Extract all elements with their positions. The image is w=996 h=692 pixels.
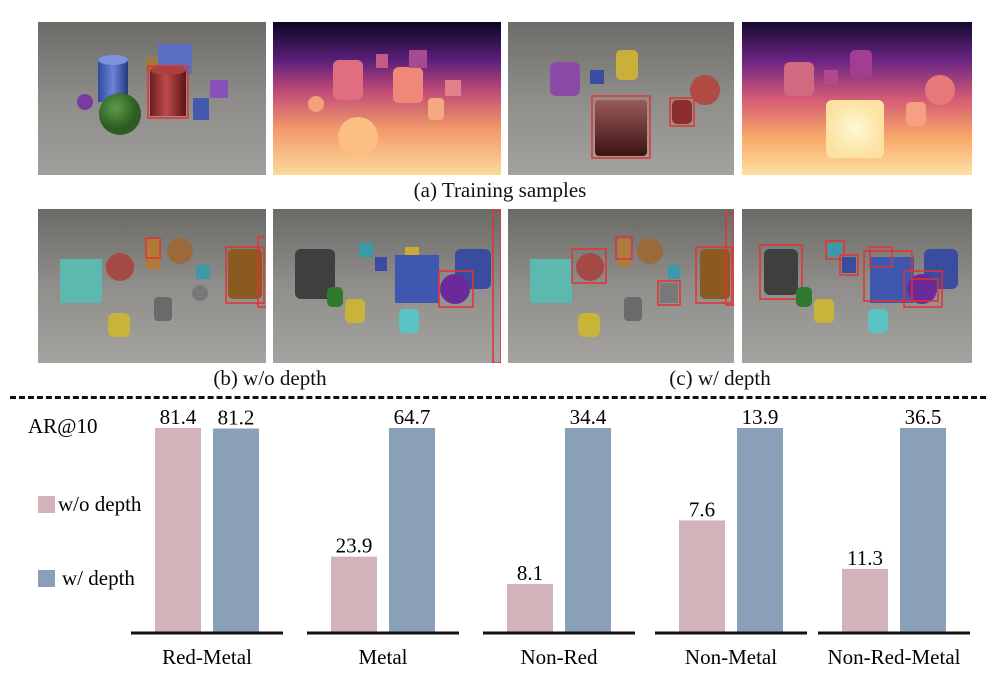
bar-value-label: 81.4 bbox=[160, 405, 197, 429]
category-label: Non-Red-Metal bbox=[828, 645, 961, 669]
bar-groups: 81.4 81.2 Red-Metal 23.9 64.7 Metal 8.1 34.4 Non… bbox=[131, 405, 970, 669]
bar-group-non-red: 8.1 34.4 Non-Red bbox=[483, 405, 635, 669]
bar-with-depth bbox=[565, 428, 611, 632]
bar-with-depth bbox=[900, 428, 946, 632]
prediction-w-depth-1 bbox=[508, 209, 734, 363]
training-depth-1-render bbox=[273, 22, 501, 175]
legend-swatch-without-depth bbox=[38, 496, 55, 513]
category-label: Metal bbox=[359, 645, 408, 669]
legend-label-with-depth: w/ depth bbox=[62, 566, 135, 590]
training-depth-2-render bbox=[742, 22, 972, 175]
training-depth-1 bbox=[273, 22, 501, 175]
category-label: Red-Metal bbox=[162, 645, 252, 669]
training-rgb-2 bbox=[508, 22, 734, 175]
bar-value-label: 13.9 bbox=[742, 405, 779, 429]
bar-value-label: 7.6 bbox=[689, 497, 715, 521]
category-label: Non-Red bbox=[521, 645, 598, 669]
ar10-bar-chart: AR@10 w/o depth w/ depth 81.4 81.2 Red-Meta… bbox=[28, 405, 970, 669]
caption-training: (a) Training samples bbox=[413, 178, 587, 202]
training-rgb-1-render bbox=[38, 22, 266, 175]
metric-label: AR@10 bbox=[28, 414, 98, 438]
bar-without-depth bbox=[842, 568, 888, 632]
bar-without-depth bbox=[507, 583, 553, 632]
bar-value-label: 8.1 bbox=[517, 561, 543, 585]
bar-value-label: 81.2 bbox=[218, 406, 255, 430]
bar-value-label: 11.3 bbox=[847, 546, 883, 570]
training-depth-2 bbox=[742, 22, 972, 175]
bar-with-depth bbox=[213, 428, 259, 632]
bar-group-non-metal: 7.6 13.9 Non-Metal bbox=[655, 405, 807, 669]
bar-value-label: 36.5 bbox=[905, 405, 942, 429]
bar-without-depth bbox=[679, 520, 725, 632]
bar-value-label: 34.4 bbox=[570, 405, 607, 429]
bar-group-non-red-metal: 11.3 36.5 Non-Red-Metal bbox=[818, 405, 970, 669]
bar-value-label: 64.7 bbox=[394, 405, 431, 429]
prediction-w-depth-2 bbox=[742, 209, 972, 363]
bar-group-metal: 23.9 64.7 Metal bbox=[307, 405, 459, 669]
prediction-wo-depth-2-render bbox=[273, 209, 501, 363]
prediction-w-depth-1-render bbox=[508, 209, 734, 363]
legend: w/o depth w/ depth bbox=[38, 492, 142, 590]
prediction-wo-depth-2 bbox=[273, 209, 501, 363]
prediction-wo-depth-1 bbox=[38, 209, 266, 363]
caption-with-depth: (c) w/ depth bbox=[669, 366, 771, 390]
training-rgb-1 bbox=[38, 22, 266, 175]
legend-swatch-with-depth bbox=[38, 570, 55, 587]
bar-group-red-metal: 81.4 81.2 Red-Metal bbox=[131, 405, 283, 669]
training-rgb-2-render bbox=[508, 22, 734, 175]
category-label: Non-Metal bbox=[685, 645, 777, 669]
prediction-wo-depth-1-render bbox=[38, 209, 266, 363]
bar-without-depth bbox=[155, 428, 201, 632]
bar-with-depth bbox=[389, 428, 435, 632]
prediction-w-depth-2-render bbox=[742, 209, 972, 363]
bar-value-label: 23.9 bbox=[336, 534, 373, 558]
bar-with-depth bbox=[737, 428, 783, 632]
legend-label-without-depth: w/o depth bbox=[58, 492, 142, 516]
section-divider bbox=[10, 396, 986, 399]
bar-without-depth bbox=[331, 556, 377, 632]
caption-without-depth: (b) w/o depth bbox=[213, 366, 327, 390]
